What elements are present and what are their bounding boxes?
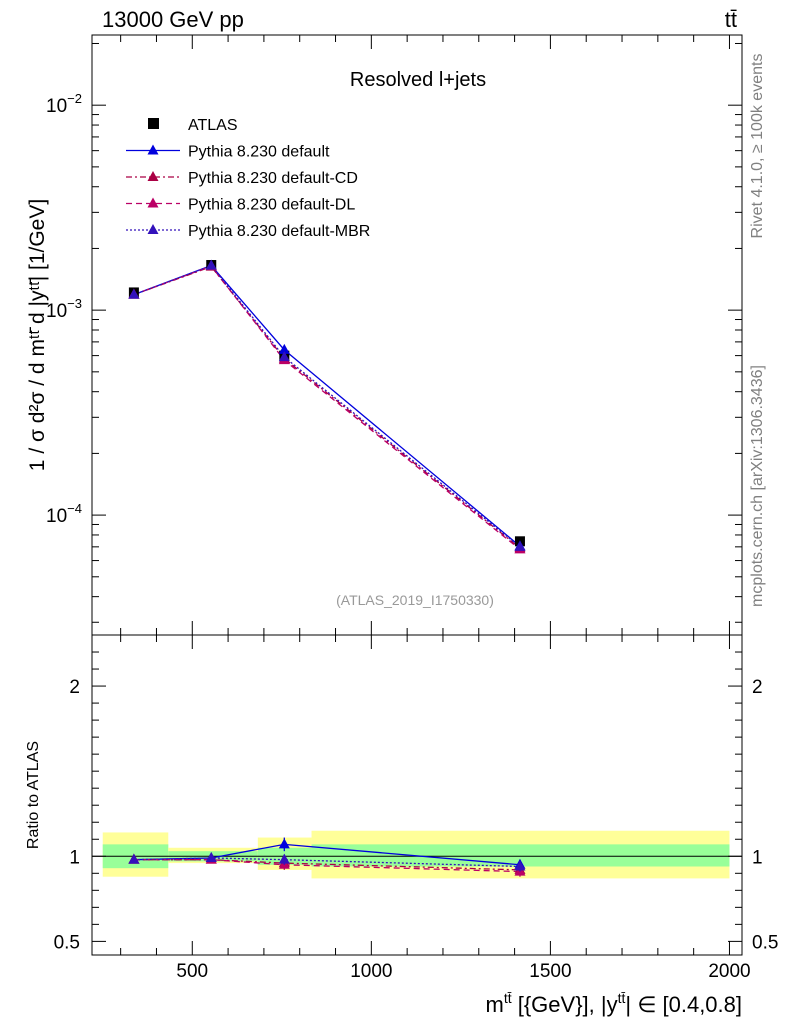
series-point-1 [278,343,290,354]
main-ylabel: 1 / σ d²σ / d mᵗᵗ̄ d |yᵗᵗ̄| [1/GeV] [26,199,49,471]
ratio-series-line-3 [133,857,520,868]
legend-marker [147,197,159,208]
ratio-y-tick-label-right: 1 [752,847,763,868]
legend-marker-atlas [148,118,159,129]
series-point-4 [128,288,140,299]
ratio-series-line-2 [133,859,520,873]
series-line-4 [133,264,521,548]
mcplots-label: mcplots.cern.ch [arXiv:1306.3436] [749,365,766,607]
series-line-2 [133,265,521,549]
rivet-label: Rivet 4.1.0, ≥ 100k events [749,54,766,239]
stat-uncertainty-band [311,844,730,867]
ratio-y-tick-label-right: 0.5 [752,932,778,953]
legend-label: ATLAS [188,117,238,134]
series-point-4 [278,351,290,362]
y-tick-label: 10−4 [46,501,82,527]
main-title: Resolved l+jets [350,69,486,91]
ratio-y-tick-label-right: 2 [752,677,763,698]
legend-label: Pythia 8.230 default-MBR [188,223,370,240]
main-panel: 10−4 10−3 10−2 Resolved l+jets (ATLAS_2019… [26,34,743,636]
x-tick-label: 1000 [350,961,392,982]
x-axis-label: mtt̄ [{GeV}], |ytt̄| ∈ [0.4,0.8] [486,990,743,1017]
x-tick-label: 1500 [529,961,571,982]
legend-label: Pythia 8.230 default-CD [188,170,358,187]
legend-marker [147,224,159,234]
legend-marker [147,171,159,181]
legend-marker [147,144,159,155]
ratio-panel: 0.5 0.5 1 1 2 2 500 1000 1500 2000 Ratio to ATLAS… [25,634,778,1017]
ratio-point-0 [278,838,290,849]
x-tick-label: 500 [176,961,208,982]
legend: ATLAS Pythia 8.230 default Pythia 8.230 de… [126,117,370,240]
legend-label: Pythia 8.230 default [188,144,330,161]
series-line-1 [133,264,521,547]
ratio-point-3 [205,851,217,862]
process-label: tt̄ [725,7,737,32]
ratio-series-line-1 [133,859,520,871]
series-line-3 [133,265,521,550]
y-tick-label: 10−3 [46,296,82,322]
y-tick-label: 10−2 [46,91,82,117]
series-point-4 [514,540,526,551]
ratio-point-3 [128,853,140,864]
ratio-point-3 [278,853,290,864]
ratio-y-tick-label: 2 [69,677,80,698]
series-point-4 [205,259,217,270]
ratio-point-3 [514,860,526,871]
legend-label: Pythia 8.230 default-DL [188,197,355,214]
x-tick-label: 2000 [708,961,750,982]
analysis-tag: (ATLAS_2019_I1750330) [336,592,494,608]
ratio-series-line-0 [133,843,521,866]
ratio-ylabel: Ratio to ATLAS [25,741,42,849]
ratio-y-tick-label: 1 [69,847,80,868]
ratio-frame [91,634,743,956]
energy-label: 13000 GeV pp [102,7,244,32]
ratio-y-tick-label: 0.5 [54,932,80,953]
